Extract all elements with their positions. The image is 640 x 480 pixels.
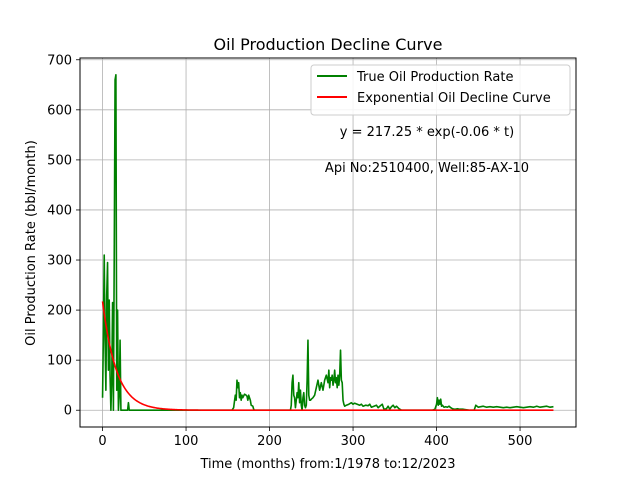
series-exponential-oil-decline-curve xyxy=(101,301,554,412)
y-tick-label: 0 xyxy=(64,404,72,419)
chart-title: Oil Production Decline Curve xyxy=(214,35,443,54)
x-tick-label: 200 xyxy=(257,434,282,449)
legend-label-decline: Exponential Oil Decline Curve xyxy=(357,91,551,106)
y-tick-label: 700 xyxy=(47,53,72,68)
y-tick-label: 300 xyxy=(47,254,72,269)
y-tick-label: 600 xyxy=(47,103,72,118)
legend-label-true-rate: True Oil Production Rate xyxy=(356,70,513,85)
series-layer xyxy=(101,73,554,412)
y-tick-label: 100 xyxy=(47,354,72,369)
well-annotation: Api No:2510400, Well:85-AX-10 xyxy=(325,161,529,176)
x-tick-label: 400 xyxy=(424,434,449,449)
legend-box xyxy=(310,64,571,116)
x-tick-label: 500 xyxy=(508,434,533,449)
y-tick-label: 200 xyxy=(47,304,72,319)
legend: True Oil Production Rate Exponential Oil… xyxy=(310,64,571,116)
y-tick-label: 400 xyxy=(47,203,72,218)
equation-annotation: y = 217.25 * exp(-0.06 * t) xyxy=(340,125,514,140)
x-tick-label: 300 xyxy=(341,434,366,449)
x-tick-label: 100 xyxy=(174,434,199,449)
x-tick-label: 0 xyxy=(98,434,106,449)
axis-ticks: 0 100 200 300 400 500 0 100 200 300 400 500 600 700 xyxy=(47,53,532,449)
plot-area xyxy=(79,57,577,428)
y-axis-label: Oil Production Rate (bbl/month) xyxy=(24,140,39,346)
y-tick-label: 500 xyxy=(47,153,72,168)
x-axis-label: Time (months) from:1/1978 to:12/2023 xyxy=(199,457,455,472)
